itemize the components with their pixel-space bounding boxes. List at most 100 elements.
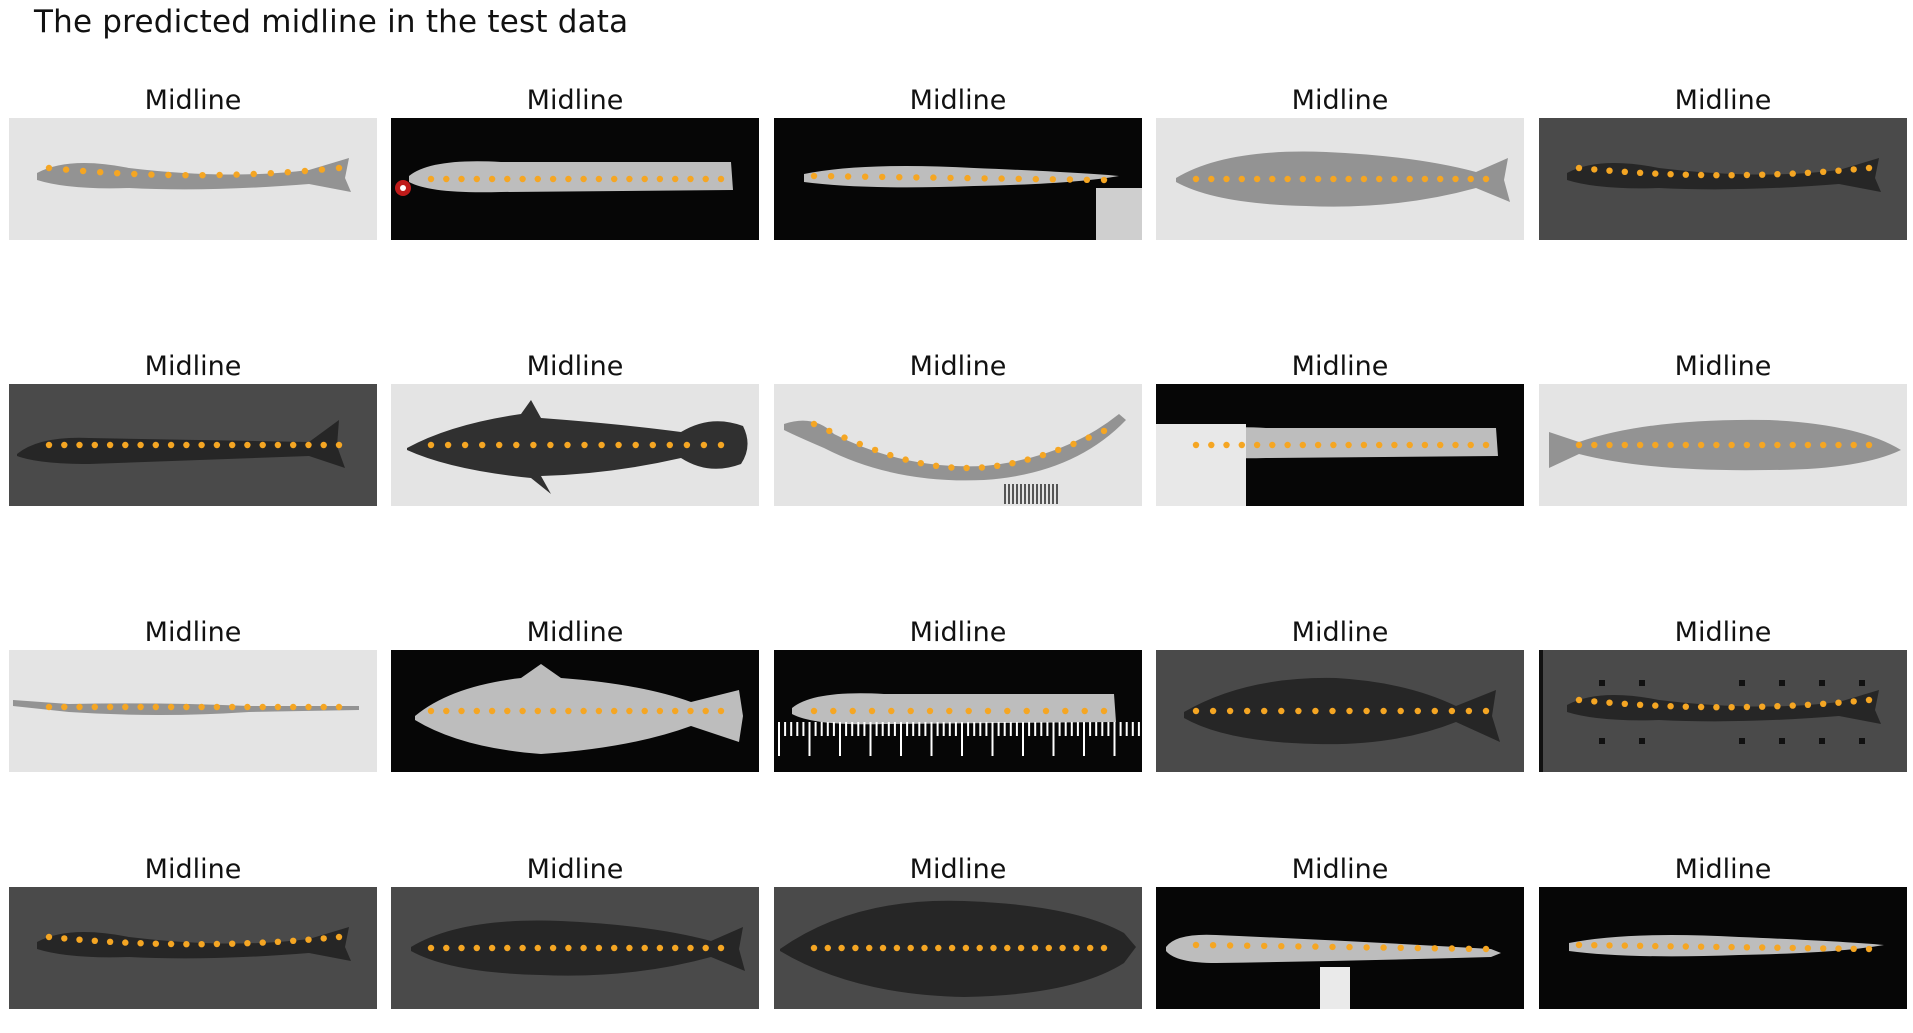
midline-point bbox=[1465, 707, 1473, 715]
midline-point bbox=[504, 707, 511, 715]
midline-point bbox=[965, 707, 972, 715]
midline-point bbox=[1575, 441, 1583, 449]
ruler-tick bbox=[887, 722, 890, 736]
midline-point bbox=[656, 944, 664, 952]
midline-point bbox=[1073, 944, 1080, 952]
panel-title: Midline bbox=[909, 617, 1007, 648]
midline-point bbox=[244, 441, 251, 449]
midline-point bbox=[45, 164, 53, 172]
midline-point bbox=[1482, 945, 1490, 953]
midline-point bbox=[1055, 446, 1062, 454]
ruler-tick bbox=[954, 722, 957, 736]
midline-point bbox=[1591, 441, 1598, 449]
ruler-tick bbox=[875, 722, 878, 736]
ruler-tick bbox=[900, 722, 902, 756]
midline-point bbox=[1363, 944, 1370, 951]
midline-point bbox=[1284, 175, 1291, 183]
fish-image bbox=[391, 384, 759, 506]
fish-silhouette bbox=[1569, 935, 1884, 957]
midline-point bbox=[926, 707, 934, 715]
midline-point bbox=[152, 703, 159, 711]
page-title: The predicted midline in the test data bbox=[34, 4, 629, 40]
midline-point bbox=[964, 174, 971, 182]
ruler-tick bbox=[1022, 722, 1024, 756]
midline-point bbox=[1636, 441, 1644, 449]
midline-point bbox=[106, 703, 114, 711]
midline-point bbox=[641, 175, 648, 183]
midline-point bbox=[564, 441, 571, 449]
fish-silhouette bbox=[415, 664, 743, 754]
midline-point bbox=[549, 707, 557, 715]
midline-point bbox=[1743, 944, 1751, 951]
midline-point bbox=[1100, 944, 1108, 952]
midline-point bbox=[1208, 441, 1215, 449]
midline-point bbox=[1636, 942, 1644, 949]
midline-point bbox=[838, 944, 845, 952]
midline-point bbox=[1363, 707, 1370, 715]
midline-point bbox=[641, 707, 648, 715]
midline-point bbox=[1346, 943, 1353, 951]
midline-point bbox=[1467, 441, 1474, 449]
midline-point bbox=[1835, 441, 1842, 449]
scale-bar-line bbox=[1052, 484, 1054, 504]
scale-bar-line bbox=[1056, 484, 1058, 504]
midline-point bbox=[91, 703, 99, 711]
midline-point bbox=[45, 933, 53, 941]
midline-point bbox=[1804, 169, 1812, 176]
midline-point bbox=[229, 441, 236, 449]
scale-bar-line bbox=[1028, 484, 1030, 504]
marker-tick bbox=[1599, 680, 1605, 686]
scale-bar-line bbox=[1040, 484, 1042, 504]
midline-point bbox=[1023, 707, 1030, 715]
fish-silhouette bbox=[1184, 677, 1500, 745]
midline-point bbox=[611, 944, 618, 952]
midline-point bbox=[167, 703, 175, 711]
midline-point bbox=[1223, 441, 1230, 449]
midline-point bbox=[1261, 707, 1268, 715]
fish-image bbox=[9, 650, 377, 772]
midline-point bbox=[1636, 169, 1644, 176]
midline-panel: Midline bbox=[774, 853, 1142, 1009]
midline-point bbox=[183, 703, 190, 711]
midline-point bbox=[1774, 944, 1781, 951]
midline-point bbox=[1682, 703, 1689, 710]
midline-point bbox=[1652, 942, 1659, 950]
midline-point bbox=[114, 170, 121, 177]
midline-point bbox=[1850, 441, 1857, 449]
midline-point bbox=[1606, 699, 1613, 706]
midline-point bbox=[1238, 175, 1245, 183]
midline-point bbox=[1085, 434, 1092, 441]
midline-point bbox=[45, 703, 53, 711]
midline-point bbox=[626, 707, 633, 715]
panel-title: Midline bbox=[144, 854, 242, 885]
midline-point bbox=[866, 944, 873, 952]
panel-title: Midline bbox=[144, 351, 242, 382]
midline-point bbox=[947, 174, 954, 182]
ruler-tick bbox=[979, 722, 982, 736]
midline-point bbox=[672, 175, 679, 183]
midline-point bbox=[1713, 172, 1720, 179]
midline-point bbox=[862, 173, 869, 180]
midline-point bbox=[907, 707, 914, 715]
fish-silhouette bbox=[1549, 419, 1901, 471]
midline-point bbox=[76, 441, 83, 449]
midline-point bbox=[827, 173, 835, 180]
midline-point bbox=[547, 441, 554, 449]
ruler-tick bbox=[1046, 722, 1049, 736]
ruler-tick bbox=[985, 722, 988, 736]
ruler-tick bbox=[1003, 722, 1006, 736]
fish-silhouette bbox=[792, 693, 1116, 725]
midline-point bbox=[167, 940, 175, 948]
midline-point bbox=[488, 175, 496, 183]
ruler-tick bbox=[1070, 722, 1073, 736]
midline-point bbox=[1452, 175, 1459, 183]
midline-point bbox=[1697, 943, 1705, 950]
panel-title: Midline bbox=[526, 854, 624, 885]
panel-title: Midline bbox=[144, 617, 242, 648]
midline-point bbox=[320, 703, 327, 711]
ruler-tick bbox=[1040, 722, 1043, 736]
midline-point bbox=[1820, 168, 1827, 175]
fish-image bbox=[1156, 118, 1524, 240]
midline-point bbox=[849, 707, 856, 715]
midline-point bbox=[1820, 441, 1827, 449]
